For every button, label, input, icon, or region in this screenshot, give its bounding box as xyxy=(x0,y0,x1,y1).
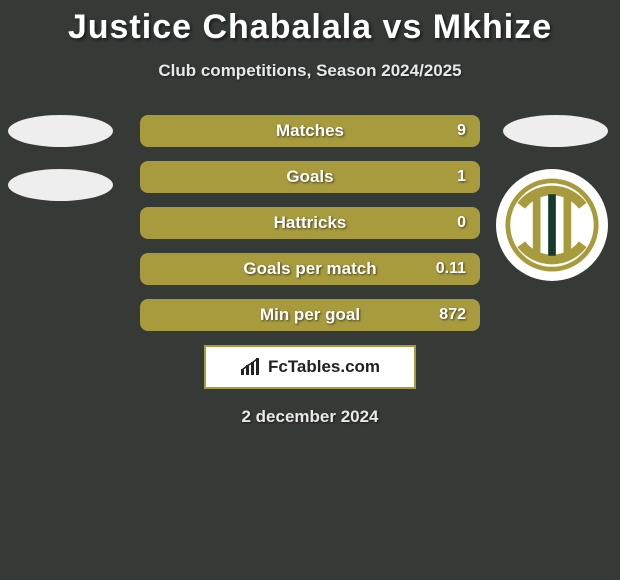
stat-value: 9 xyxy=(457,122,466,140)
bar-chart-icon xyxy=(240,357,262,377)
stat-bar: Goals 1 xyxy=(140,161,480,193)
stat-value: 872 xyxy=(439,306,466,324)
stat-label: Hattricks xyxy=(274,213,347,233)
brand-link[interactable]: FcTables.com xyxy=(204,345,416,389)
stat-value: 0 xyxy=(457,214,466,232)
stat-bar: Hattricks 0 xyxy=(140,207,480,239)
page-subtitle: Club competitions, Season 2024/2025 xyxy=(0,61,620,81)
stat-bar: Matches 9 xyxy=(140,115,480,147)
stat-bar: Min per goal 872 xyxy=(140,299,480,331)
stat-value: 0.11 xyxy=(436,260,466,278)
club-logo-svg xyxy=(504,177,600,273)
stat-value: 1 xyxy=(457,168,466,186)
placeholder-oval xyxy=(503,115,608,147)
stat-label: Min per goal xyxy=(260,305,360,325)
stat-label: Goals xyxy=(286,167,333,187)
placeholder-oval xyxy=(8,169,113,201)
stat-bar: Goals per match 0.11 xyxy=(140,253,480,285)
comparison-content: Matches 9 Goals 1 Hattricks 0 Goals per … xyxy=(0,115,620,427)
club-logo xyxy=(496,169,608,281)
placeholder-oval xyxy=(8,115,113,147)
left-player-placeholder xyxy=(8,115,113,201)
stats-bars: Matches 9 Goals 1 Hattricks 0 Goals per … xyxy=(140,115,480,331)
stat-label: Matches xyxy=(276,121,344,141)
page-title: Justice Chabalala vs Mkhize xyxy=(0,0,620,47)
date-label: 2 december 2024 xyxy=(0,407,620,427)
stat-label: Goals per match xyxy=(243,259,376,279)
brand-text: FcTables.com xyxy=(268,357,380,377)
